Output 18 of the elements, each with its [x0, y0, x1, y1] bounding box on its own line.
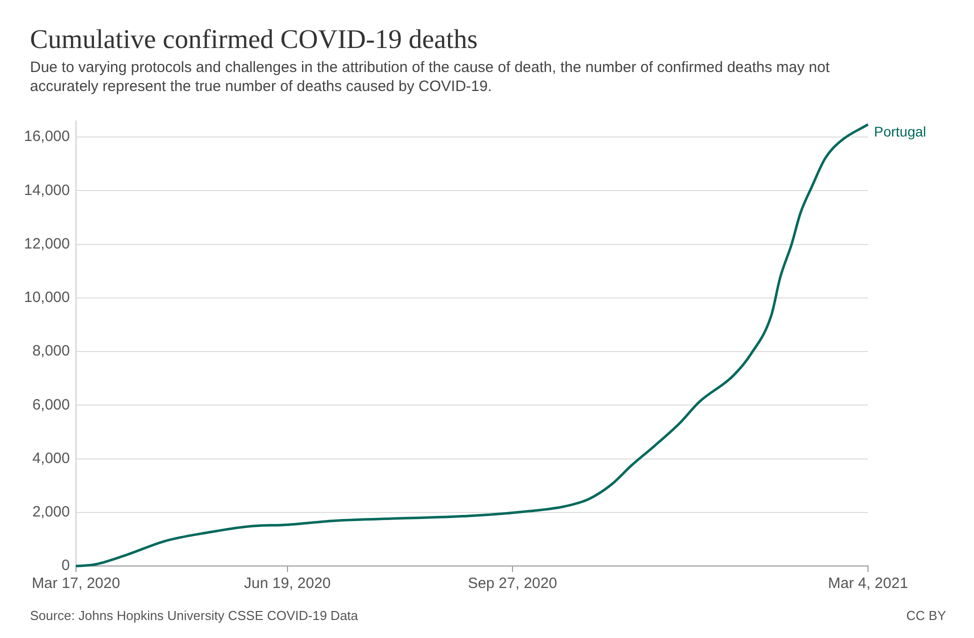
- chart-subtitle: Due to varying protocols and challenges in the attribution of the cause of death, the number of confirmed deaths may not accurately represent the true number of deaths caused by COVID-19.: [30, 58, 831, 96]
- y-tick-label: 12,000: [24, 235, 70, 252]
- y-tick-label: 10,000: [24, 289, 70, 306]
- x-tick-label: Sep 27, 2020: [468, 575, 558, 592]
- y-tick-label: 2,000: [32, 504, 70, 521]
- y-tick-label: 0: [62, 557, 70, 574]
- x-tick-label: Mar 17, 2020: [32, 575, 120, 592]
- y-tick-label: 8,000: [32, 342, 70, 360]
- y-tick-label: 14,000: [24, 182, 70, 199]
- y-tick-label: 16,000: [24, 128, 70, 146]
- chart-title: Cumulative confirmed COVID-19 deaths: [30, 24, 478, 55]
- y-tick-label: 4,000: [32, 450, 70, 467]
- x-tick-label: Mar 4, 2021: [828, 575, 908, 592]
- source-note: Source: Johns Hopkins University CSSE COVID-19 Data: [30, 608, 358, 623]
- y-tick-label: 6,000: [32, 396, 70, 414]
- text: CC BY: [906, 608, 946, 623]
- series-label: Portugal: [874, 123, 926, 140]
- x-tick-label: Jun 19, 2020: [244, 575, 331, 592]
